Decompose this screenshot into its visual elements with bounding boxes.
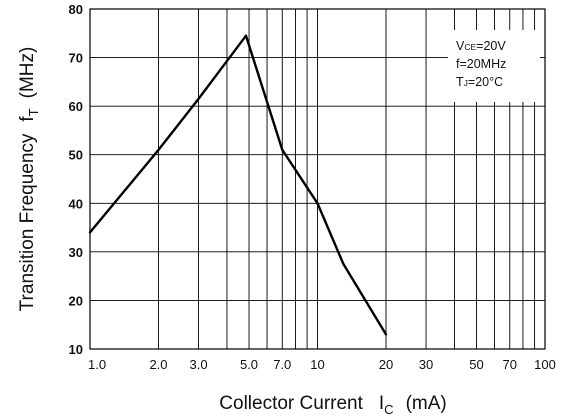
y-tick-label: 10 <box>69 342 83 357</box>
y-tick-label: 40 <box>69 196 83 211</box>
x-tick-labels: 1.0 2.0 3.0 5.0 7.0 10 20 30 50 70 100 <box>88 357 556 372</box>
annotation-vce: VCE=20V <box>456 39 506 53</box>
y-axis-title: Transition Frequency <box>17 133 38 311</box>
plot-frame <box>89 8 546 350</box>
x-axis-unit: (mA) <box>406 393 447 414</box>
annotation-temperature: TJ=20°C <box>456 75 503 89</box>
y-axis-subscript: T <box>26 108 41 116</box>
y-axis-label: Transition Frequency fT (MHz) <box>17 47 41 312</box>
y-axis-unit: (MHz) <box>17 47 38 99</box>
x-tick-label: 1.0 <box>88 357 106 372</box>
series-line <box>88 34 388 336</box>
y-axis-symbol: f <box>17 116 38 122</box>
y-tick-label: 60 <box>69 99 83 114</box>
x-tick-label: 2.0 <box>149 357 167 372</box>
x-tick-label: 5.0 <box>240 357 258 372</box>
x-tick-label: 70 <box>503 357 517 372</box>
y-tick-labels: 10 20 30 40 50 60 70 80 <box>69 2 83 357</box>
x-tick-label: 10 <box>310 357 324 372</box>
x-axis-symbol: I <box>379 393 384 414</box>
y-tick-label: 70 <box>69 51 83 66</box>
y-tick-label: 50 <box>69 148 83 163</box>
x-axis-label: Collector Current IC (mA) <box>219 393 446 417</box>
x-tick-label: 20 <box>379 357 393 372</box>
x-tick-label: 30 <box>419 357 433 372</box>
y-tick-label: 20 <box>69 293 83 308</box>
x-axis-subscript: C <box>384 402 393 417</box>
x-axis-title: Collector Current <box>219 393 363 414</box>
x-tick-label: 3.0 <box>190 357 208 372</box>
annotation-box <box>448 30 540 102</box>
x-tick-label: 100 <box>534 357 556 372</box>
annotation-frequency: f=20MHz <box>456 57 506 71</box>
y-tick-label: 80 <box>69 2 83 17</box>
y-tick-label: 30 <box>69 245 83 260</box>
series-group <box>88 34 388 336</box>
x-tick-label: 7.0 <box>273 357 291 372</box>
x-tick-label: 50 <box>469 357 483 372</box>
